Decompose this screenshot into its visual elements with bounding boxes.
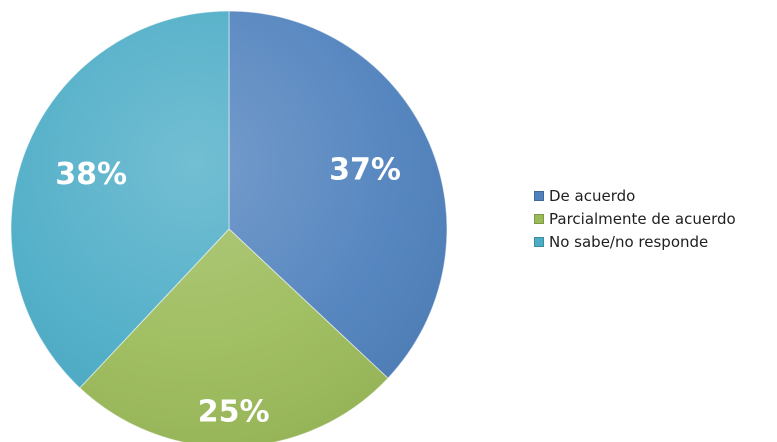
data-label-no-sabe-no-responde: 38% (55, 157, 127, 192)
legend-label: Parcialmente de acuerdo (549, 209, 736, 228)
data-label-parcialmente-de-acuerdo: 25% (198, 395, 270, 430)
legend-item-de-acuerdo: De acuerdo (534, 184, 736, 207)
legend-item-parcialmente-de-acuerdo: Parcialmente de acuerdo (534, 207, 736, 230)
legend-item-no-sabe-no-responde: No sabe/no responde (534, 230, 736, 253)
data-label-de-acuerdo: 37% (329, 153, 401, 188)
legend-swatch (534, 236, 544, 247)
pie-slices (10, 10, 448, 442)
legend-label: De acuerdo (549, 186, 636, 205)
chart-legend: De acuerdo Parcialmente de acuerdo No sa… (534, 184, 736, 253)
legend-swatch (534, 213, 544, 224)
legend-swatch (534, 190, 544, 201)
pie-data-labels: 37% 25% 38% (55, 153, 401, 430)
legend-label: No sabe/no responde (549, 232, 709, 251)
